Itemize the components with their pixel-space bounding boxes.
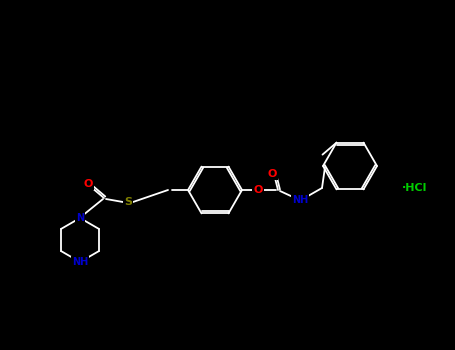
Text: S: S (124, 197, 132, 207)
Text: O: O (83, 179, 93, 189)
Text: O: O (268, 169, 277, 179)
Text: O: O (253, 185, 263, 195)
Text: NH: NH (72, 257, 88, 267)
Text: N: N (76, 213, 84, 223)
Text: NH: NH (292, 195, 308, 205)
Text: ·HCl: ·HCl (402, 183, 428, 193)
